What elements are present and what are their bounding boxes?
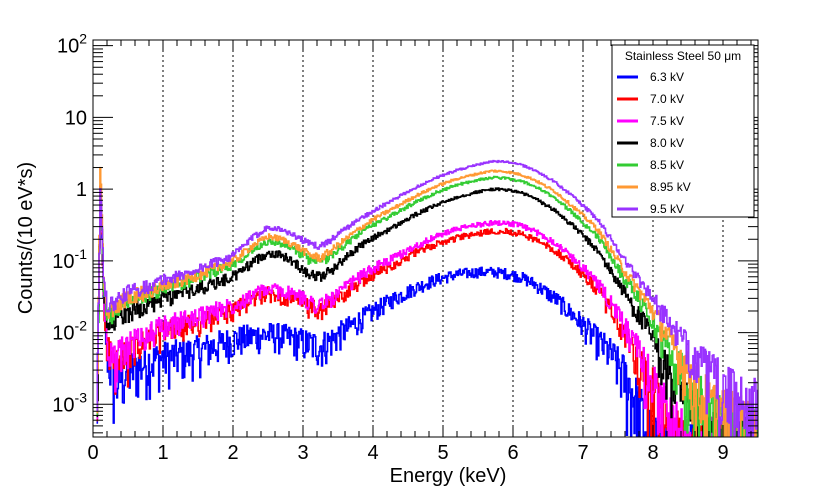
y-tick-label: 10-2 <box>52 318 87 345</box>
legend-label-7-0-kv: 7.0 kV <box>650 92 684 106</box>
y-tick-label: 10-3 <box>52 389 87 416</box>
legend-label-8-95-kv: 8.95 kV <box>650 180 691 194</box>
y-tick-base: 1 <box>76 179 87 201</box>
series-line-7-5-kv <box>96 186 758 437</box>
y-axis-title: Counts/(10 eV*s) <box>15 162 37 314</box>
legend-label-9-5-kv: 9.5 kV <box>650 202 684 216</box>
y-tick-base: 10 <box>57 36 79 58</box>
y-tick-label: 10-1 <box>52 246 87 273</box>
y-tick-base: 10 <box>52 394 74 416</box>
legend-entries: 6.3 kV 7.0 kV 7.5 kV 8.0 kV 8.5 kV 8.95 kV 9.5… <box>617 70 691 216</box>
legend-label-7-5-kv: 7.5 kV <box>650 114 684 128</box>
legend-label-8-5-kv: 8.5 kV <box>650 158 684 172</box>
y-tick-exponent: -1 <box>75 246 88 262</box>
x-tick-label: 2 <box>227 442 238 464</box>
x-tick-label: 3 <box>297 442 308 464</box>
x-tick-label: 9 <box>717 442 728 464</box>
y-tick-exponent: 2 <box>79 31 87 47</box>
y-tick-label: 1 <box>76 179 87 201</box>
y-tick-base: 10 <box>52 323 74 345</box>
plot-frame <box>92 39 759 438</box>
y-tick-base: 10 <box>52 251 74 273</box>
legend-title: Stainless Steel 50 μm <box>625 49 741 63</box>
y-tick-label: 102 <box>57 31 87 58</box>
series-line-6-3-kv <box>96 185 758 437</box>
y-tick-exponent: -2 <box>75 318 88 334</box>
x-tick-label: 4 <box>367 442 378 464</box>
x-tick-label: 6 <box>507 442 518 464</box>
x-tick-label: 8 <box>647 442 658 464</box>
x-tick-label: 0 <box>87 442 98 464</box>
series-line-9-5-kv <box>96 159 758 437</box>
legend-label-6-3-kv: 6.3 kV <box>650 70 684 84</box>
x-axis: 0 1 2 3 4 5 6 7 8 9 <box>87 40 752 464</box>
x-axis-title: Energy (keV) <box>390 465 507 487</box>
series-line-8-0-kv <box>96 187 757 437</box>
legend-label-8-0-kv: 8.0 kV <box>650 136 684 150</box>
x-tick-label: 5 <box>437 442 448 464</box>
legend: Stainless Steel 50 μm 6.3 kV 7.0 kV 7.5 kV… <box>611 44 755 218</box>
x-tick-label: 1 <box>157 442 168 464</box>
y-tick-exponent: -3 <box>75 389 88 405</box>
series-layer <box>96 159 758 437</box>
x-tick-label: 7 <box>577 442 588 464</box>
y-tick-base: 10 <box>65 107 87 129</box>
y-tick-label: 10 <box>65 107 87 129</box>
